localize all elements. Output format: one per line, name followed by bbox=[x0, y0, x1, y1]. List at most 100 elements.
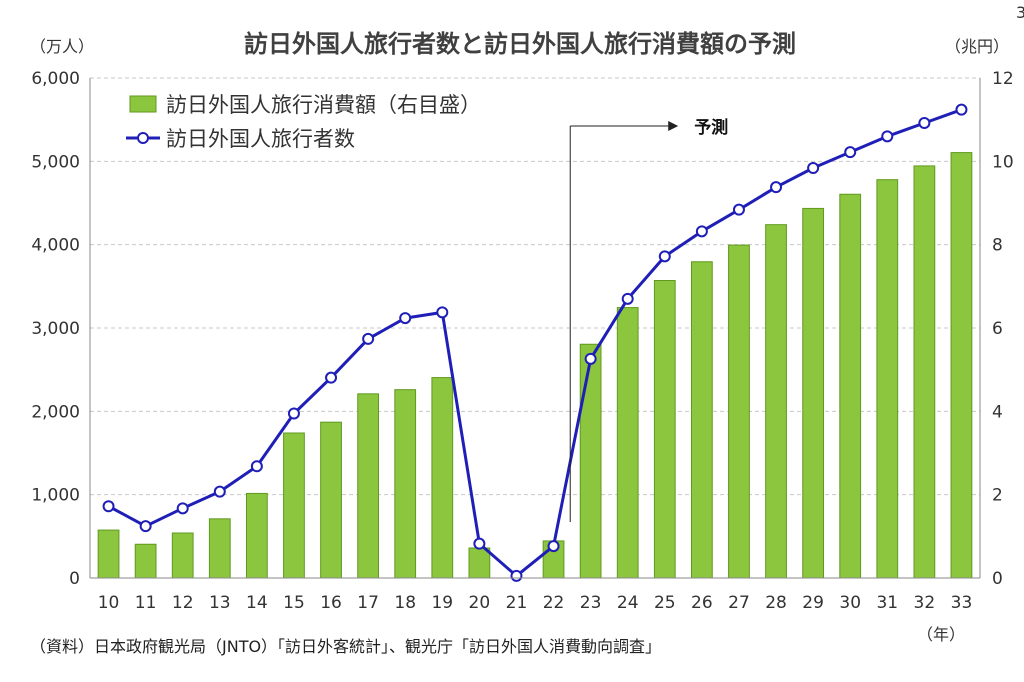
bar bbox=[134, 543, 157, 579]
line-point bbox=[325, 371, 338, 384]
bar bbox=[839, 193, 862, 579]
page-number: 3 bbox=[1016, 3, 1024, 22]
right-tick-label: 0 bbox=[992, 569, 1003, 589]
bar bbox=[653, 280, 676, 579]
legend-line-marker bbox=[137, 132, 149, 144]
x-axis-unit: （年） bbox=[917, 625, 965, 644]
legend-bar-label: 訪日外国人旅行消費額（右目盛） bbox=[166, 93, 481, 117]
line-point bbox=[510, 569, 523, 582]
bar bbox=[468, 547, 491, 579]
left-tick-label: 5,000 bbox=[31, 152, 80, 172]
x-tick-label: 26 bbox=[691, 593, 713, 613]
tick-labels: 01,0002,0003,0004,0005,0006,000024681012… bbox=[31, 69, 1013, 613]
line-point bbox=[770, 181, 783, 194]
x-tick-label: 25 bbox=[654, 593, 676, 613]
x-tick-label: 27 bbox=[728, 593, 750, 613]
line-point bbox=[584, 352, 597, 365]
bar bbox=[690, 261, 713, 579]
right-tick-label: 8 bbox=[992, 236, 1003, 256]
legend: 訪日外国人旅行消費額（右目盛） 訪日外国人旅行者数 bbox=[126, 93, 481, 151]
right-axis-unit: （兆円） bbox=[945, 37, 1009, 56]
grid-lines bbox=[90, 77, 980, 496]
legend-bar-swatch bbox=[129, 95, 157, 113]
line-point bbox=[955, 103, 968, 116]
x-tick-label: 14 bbox=[246, 593, 268, 613]
x-tick-label: 13 bbox=[209, 593, 231, 613]
right-tick-label: 4 bbox=[992, 402, 1003, 422]
line-point bbox=[213, 485, 226, 498]
x-tick-label: 17 bbox=[357, 593, 379, 613]
bar bbox=[802, 207, 825, 579]
x-tick-label: 32 bbox=[914, 593, 936, 613]
left-tick-label: 1,000 bbox=[31, 486, 80, 506]
line-point bbox=[287, 407, 300, 420]
x-tick-label: 16 bbox=[320, 593, 342, 613]
legend-line-label: 訪日外国人旅行者数 bbox=[166, 127, 355, 151]
bar bbox=[245, 492, 268, 579]
left-tick-label: 0 bbox=[69, 569, 80, 589]
source-note: （資料）日本政府観光局（JNTO）「訪日外客統計」、観光庁「訪日外国人消費動向調… bbox=[30, 637, 661, 656]
left-tick-label: 4,000 bbox=[31, 236, 80, 256]
forecast-annotation: 予測 bbox=[569, 117, 728, 522]
line-point bbox=[844, 146, 857, 159]
bar bbox=[579, 343, 602, 579]
x-tick-label: 29 bbox=[802, 593, 824, 613]
bar bbox=[97, 529, 120, 579]
bar-series bbox=[97, 152, 973, 579]
line-point bbox=[621, 292, 634, 305]
chart-title: 訪日外国人旅行者数と訪日外国人旅行消費額の予測 bbox=[244, 30, 796, 58]
line-point bbox=[399, 312, 412, 325]
line-point bbox=[732, 203, 745, 216]
left-tick-label: 3,000 bbox=[31, 319, 80, 339]
line-point bbox=[658, 250, 671, 263]
x-tick-label: 20 bbox=[469, 593, 491, 613]
line-point bbox=[176, 502, 189, 515]
line-point bbox=[250, 460, 263, 473]
bar bbox=[171, 532, 194, 579]
axes bbox=[89, 78, 981, 579]
left-tick-label: 6,000 bbox=[31, 69, 80, 89]
bar bbox=[357, 393, 380, 579]
left-axis-unit: （万人） bbox=[30, 37, 94, 56]
line-point bbox=[547, 540, 560, 553]
bar bbox=[320, 421, 342, 579]
line-point bbox=[436, 306, 449, 319]
line-point bbox=[139, 520, 152, 533]
x-tick-label: 24 bbox=[617, 593, 639, 613]
x-tick-label: 18 bbox=[394, 593, 416, 613]
right-tick-label: 6 bbox=[992, 319, 1003, 339]
line-point bbox=[807, 162, 820, 174]
line-path bbox=[107, 108, 962, 578]
line-point bbox=[918, 117, 931, 129]
right-tick-label: 12 bbox=[992, 69, 1014, 89]
bar bbox=[913, 165, 936, 579]
line-point bbox=[473, 537, 486, 550]
bar bbox=[208, 518, 231, 579]
x-tick-label: 19 bbox=[431, 593, 453, 613]
x-tick-label: 12 bbox=[172, 593, 194, 613]
line-point bbox=[102, 500, 115, 513]
left-tick-label: 2,000 bbox=[31, 402, 80, 422]
x-tick-label: 30 bbox=[839, 593, 861, 613]
x-tick-label: 10 bbox=[98, 593, 120, 613]
bar bbox=[950, 152, 973, 579]
bar bbox=[616, 307, 639, 579]
x-tick-label: 31 bbox=[876, 593, 898, 613]
x-tick-label: 11 bbox=[135, 593, 157, 613]
x-tick-label: 23 bbox=[580, 593, 602, 613]
right-tick-label: 2 bbox=[992, 486, 1003, 506]
x-tick-label: 15 bbox=[283, 593, 305, 613]
line-series bbox=[102, 103, 968, 582]
x-tick-label: 28 bbox=[765, 593, 787, 613]
forecast-label: 予測 bbox=[694, 117, 728, 138]
x-tick-label: 33 bbox=[951, 593, 973, 613]
line-point bbox=[362, 332, 375, 345]
right-tick-label: 10 bbox=[992, 152, 1014, 172]
x-tick-label: 21 bbox=[506, 593, 528, 613]
bar bbox=[765, 224, 787, 579]
line-point bbox=[695, 225, 708, 238]
forecast-arrow-head bbox=[668, 121, 679, 131]
bar bbox=[394, 389, 417, 579]
